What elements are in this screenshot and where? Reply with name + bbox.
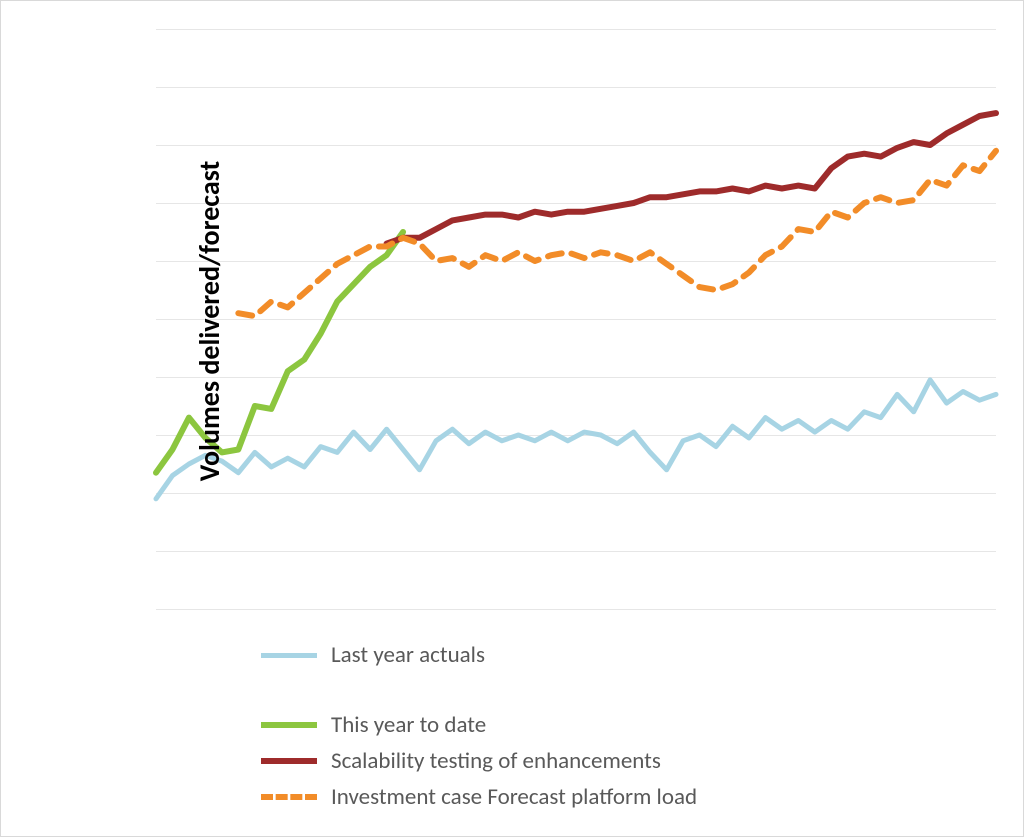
- legend-item-this_year_to_date: This year to date: [261, 707, 961, 743]
- legend-label: Last year actuals: [331, 641, 485, 669]
- legend-label: Investment case Forecast platform load: [331, 783, 697, 811]
- legend-swatch: [261, 794, 317, 800]
- chart-frame: Volumes delivered/forecast Last year act…: [0, 0, 1024, 837]
- legend-item-last_year_actuals: Last year actuals: [261, 637, 961, 673]
- legend-label: This year to date: [331, 711, 486, 739]
- chart-svg: [156, 29, 996, 609]
- legend-swatch: [261, 722, 317, 728]
- legend-swatch: [261, 653, 317, 658]
- y-axis-label: Volumes delivered/forecast: [192, 161, 227, 482]
- series-investment_case_forecast: [238, 151, 996, 316]
- plot-area: [156, 29, 996, 609]
- legend-gap: [261, 673, 961, 707]
- series-last_year_actuals: [156, 380, 996, 499]
- series-scalability_testing: [387, 113, 996, 244]
- gridline: [156, 609, 996, 610]
- legend-item-investment_case_forecast: Investment case Forecast platform load: [261, 779, 961, 815]
- legend-label: Scalability testing of enhancements: [331, 747, 661, 775]
- legend: Last year actuals This year to date Scalab…: [261, 637, 961, 815]
- legend-item-scalability_testing: Scalability testing of enhancements: [261, 743, 961, 779]
- legend-swatch: [261, 758, 317, 764]
